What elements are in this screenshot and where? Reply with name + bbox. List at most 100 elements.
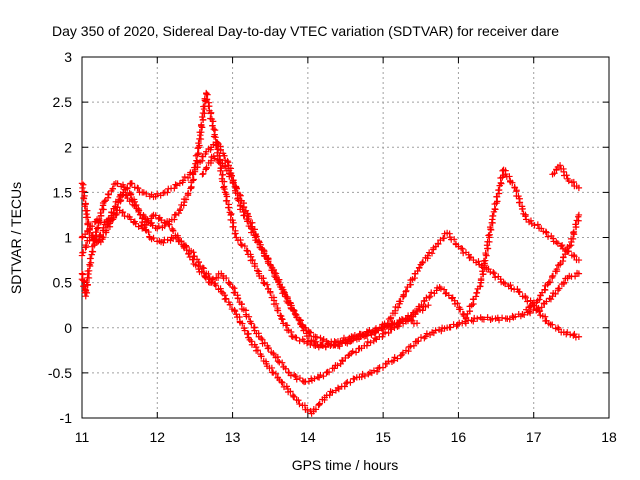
data-point-interp (145, 218, 152, 226)
data-point-interp (239, 320, 246, 327)
data-point-interp (358, 373, 365, 381)
data-point-interp (260, 279, 267, 286)
data-point (553, 238, 560, 246)
data-point-interp (313, 333, 321, 341)
data-point-interp (132, 220, 139, 227)
data-point-interp (238, 242, 246, 249)
data-point-interp (554, 240, 561, 247)
data-point-interp (425, 249, 433, 256)
data-point-interp (490, 269, 497, 276)
data-point-interp (361, 372, 369, 380)
y-tick-labels: -1 -0.5 0 0.5 1 1.5 2 2.5 3 (48, 49, 72, 426)
data-point-interp (120, 183, 128, 191)
data-point-interp (516, 288, 523, 296)
data-point-interp (272, 300, 280, 308)
data-point-interp (286, 299, 294, 306)
data-point-interp (450, 236, 458, 243)
data-point-interp (134, 185, 142, 192)
x-tick-labels: 11 12 13 14 15 16 17 18 (75, 429, 617, 445)
data-point-interp (438, 327, 445, 335)
data-point-interp (237, 241, 245, 248)
series-trace-3 (78, 89, 583, 351)
data-point-interp (520, 311, 528, 319)
data-point-interp (143, 190, 150, 198)
data-point-interp (88, 223, 96, 230)
data-point-interp (342, 379, 350, 387)
data-point-interp (265, 344, 272, 352)
data-point-interp (563, 172, 570, 179)
data-point (127, 216, 135, 223)
data-point-interp (169, 227, 177, 235)
data-point-interp (201, 273, 209, 281)
data-point-interp (189, 177, 197, 184)
data-point-interp (80, 181, 87, 188)
data-point-interp (477, 275, 485, 283)
data-point-interp (150, 234, 157, 242)
data-point-interp (419, 258, 427, 266)
data-point-interp (546, 278, 554, 286)
data-point-interp (571, 253, 578, 260)
data-point-interp (257, 334, 265, 342)
data-point-interp (84, 207, 91, 214)
data-point-interp (222, 295, 230, 302)
data-point-interp (371, 334, 379, 342)
data-point-interp (240, 203, 248, 211)
data-point (267, 261, 274, 268)
data-point-interp (484, 245, 492, 252)
data-point-interp (226, 301, 234, 308)
data-point-interp (492, 274, 499, 281)
data-point-interp (205, 102, 212, 110)
data-point (93, 225, 101, 232)
data-point-interp (225, 204, 232, 211)
data-point-interp (373, 368, 381, 375)
data-point-interp (100, 233, 107, 241)
data-point-interp (390, 357, 397, 364)
data-point-interp (203, 96, 211, 103)
data-point-interp (230, 223, 237, 230)
data-point-interp (379, 333, 386, 340)
data-point-interp (374, 326, 382, 334)
data-point-interp (518, 205, 526, 213)
data-point-interp (553, 265, 561, 273)
y-tick-label: -0.5 (48, 365, 72, 381)
data-point-interp (287, 372, 295, 379)
y-tick-label: 1.5 (53, 184, 73, 200)
data-point-interp (403, 287, 410, 295)
data-point-interp (475, 258, 482, 265)
data-point-interp (251, 262, 259, 270)
data-point-interp (422, 333, 429, 340)
data-point-interp (153, 190, 161, 197)
data-point-interp (370, 367, 378, 374)
data-point-interp (418, 301, 425, 309)
data-point-interp (295, 397, 302, 404)
data-point-interp (394, 320, 401, 327)
y-tick-label: 3 (64, 49, 72, 65)
data-point-interp (79, 271, 86, 278)
data-point-interp (385, 329, 392, 337)
data-point-interp (522, 294, 529, 301)
data-point-interp (531, 222, 538, 229)
data-point-interp (534, 221, 542, 228)
data-point-interp (417, 334, 425, 341)
data-point-interp (407, 316, 415, 324)
data-point (101, 198, 108, 205)
data-point-interp (410, 342, 418, 349)
data-point-interp (317, 371, 324, 379)
data-point-interp (212, 134, 219, 141)
data-point-interp (316, 400, 323, 407)
data-point-interp (296, 400, 303, 408)
data-point-interp (394, 304, 402, 311)
data-point-interp (82, 286, 90, 294)
data-point-interp (432, 327, 439, 334)
series-trace-1 (78, 139, 432, 350)
data-point-interp (195, 149, 202, 157)
data-point-interp (253, 233, 260, 240)
data-point-interp (79, 277, 87, 284)
data-point-interp (251, 226, 258, 233)
data-point (575, 256, 583, 264)
data-point-interp (198, 268, 205, 275)
data-point (575, 184, 583, 192)
data-point-interp (199, 116, 207, 123)
data-point-interp (426, 294, 433, 301)
data-point-interp (338, 357, 346, 364)
